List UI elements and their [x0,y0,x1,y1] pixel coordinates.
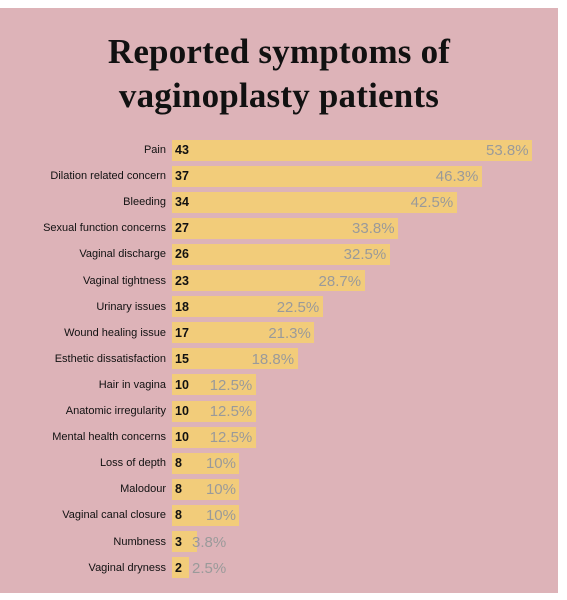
bar [172,452,239,474]
bar-chart: Pain 43 53.8% Dilation related concern 37 46.… [0,8,558,593]
category-label: Anatomic irregularity [65,405,166,417]
percent-label: 28.7% [318,272,362,290]
percent-label: 33.8% [352,220,395,238]
percent-label: 32.5% [343,246,387,264]
chart-title-line-2: vaginoplasty patients [118,76,440,115]
count-label: 26 [175,247,189,262]
category-label: Urinary issues [96,300,166,313]
bar [172,322,315,344]
chart-title-line-1: Reported symptoms of [107,32,451,71]
percent-label: 12.5% [209,429,253,447]
chart-title: Reported symptoms of vaginoplasty patien… [0,30,558,118]
percent-label: 18.8% [251,350,295,368]
percent-label: 46.3% [435,168,479,186]
bar [172,504,239,526]
chart-card: Reported symptoms of vaginoplasty patien… [0,8,558,593]
category-label: Dilation related concern [50,170,166,183]
count-label: 27 [175,221,189,236]
category-label: Hair in vagina [98,378,166,391]
category-label: Malodour [120,483,166,496]
count-label: 10 [175,377,189,392]
percent-label: 12.5% [209,376,253,394]
count-label: 2 [175,560,182,575]
bar [172,426,256,448]
count-label: 10 [175,430,189,445]
percent-label: 42.5% [410,194,454,212]
bar [172,557,189,579]
count-label: 43 [175,143,189,157]
count-label: 3 [175,534,182,549]
count-label: 34 [175,195,189,210]
category-label: Sexual function concerns [43,222,166,235]
percent-label: 22.5% [276,298,320,316]
count-label: 37 [175,169,189,184]
category-label: Esthetic dissatisfaction [54,352,166,365]
percent-label: 2.5% [192,559,227,577]
percent-label: 10% [205,455,236,473]
bar [172,270,365,291]
category-label: Vaginal discharge [79,248,166,261]
count-label: 10 [175,404,189,418]
bar [172,348,298,370]
bar [172,296,323,318]
category-label: Loss of depth [99,457,166,470]
count-label: 15 [175,351,189,366]
count-label: 8 [175,456,182,471]
bar [172,243,390,265]
bar [172,165,482,187]
bar [172,374,256,396]
category-label: Numbness [113,535,166,548]
category-label: Vaginal canal closure [62,509,166,522]
category-label: Pain [143,144,166,156]
percent-label: 3.8% [192,533,227,551]
percent-label: 21.3% [268,324,311,342]
percent-label: 10% [205,507,236,525]
category-label: Vaginal tightness [83,274,166,287]
category-label: Mental health concerns [52,431,166,444]
category-label: Vaginal dryness [88,561,166,574]
bar [172,139,532,161]
count-label: 8 [175,482,182,497]
count-label: 8 [175,508,182,523]
percent-label: 12.5% [209,403,253,420]
category-label: Wound healing issue [64,326,166,339]
bar [172,478,239,500]
percent-label: 10% [205,481,236,499]
percent-label: 53.8% [486,142,529,159]
bar [172,191,457,213]
count-label: 18 [175,299,189,314]
bar [172,217,399,239]
count-label: 17 [175,325,189,340]
count-label: 23 [175,273,189,288]
category-label: Bleeding [123,196,166,209]
bar [172,531,198,552]
bar [172,400,256,422]
